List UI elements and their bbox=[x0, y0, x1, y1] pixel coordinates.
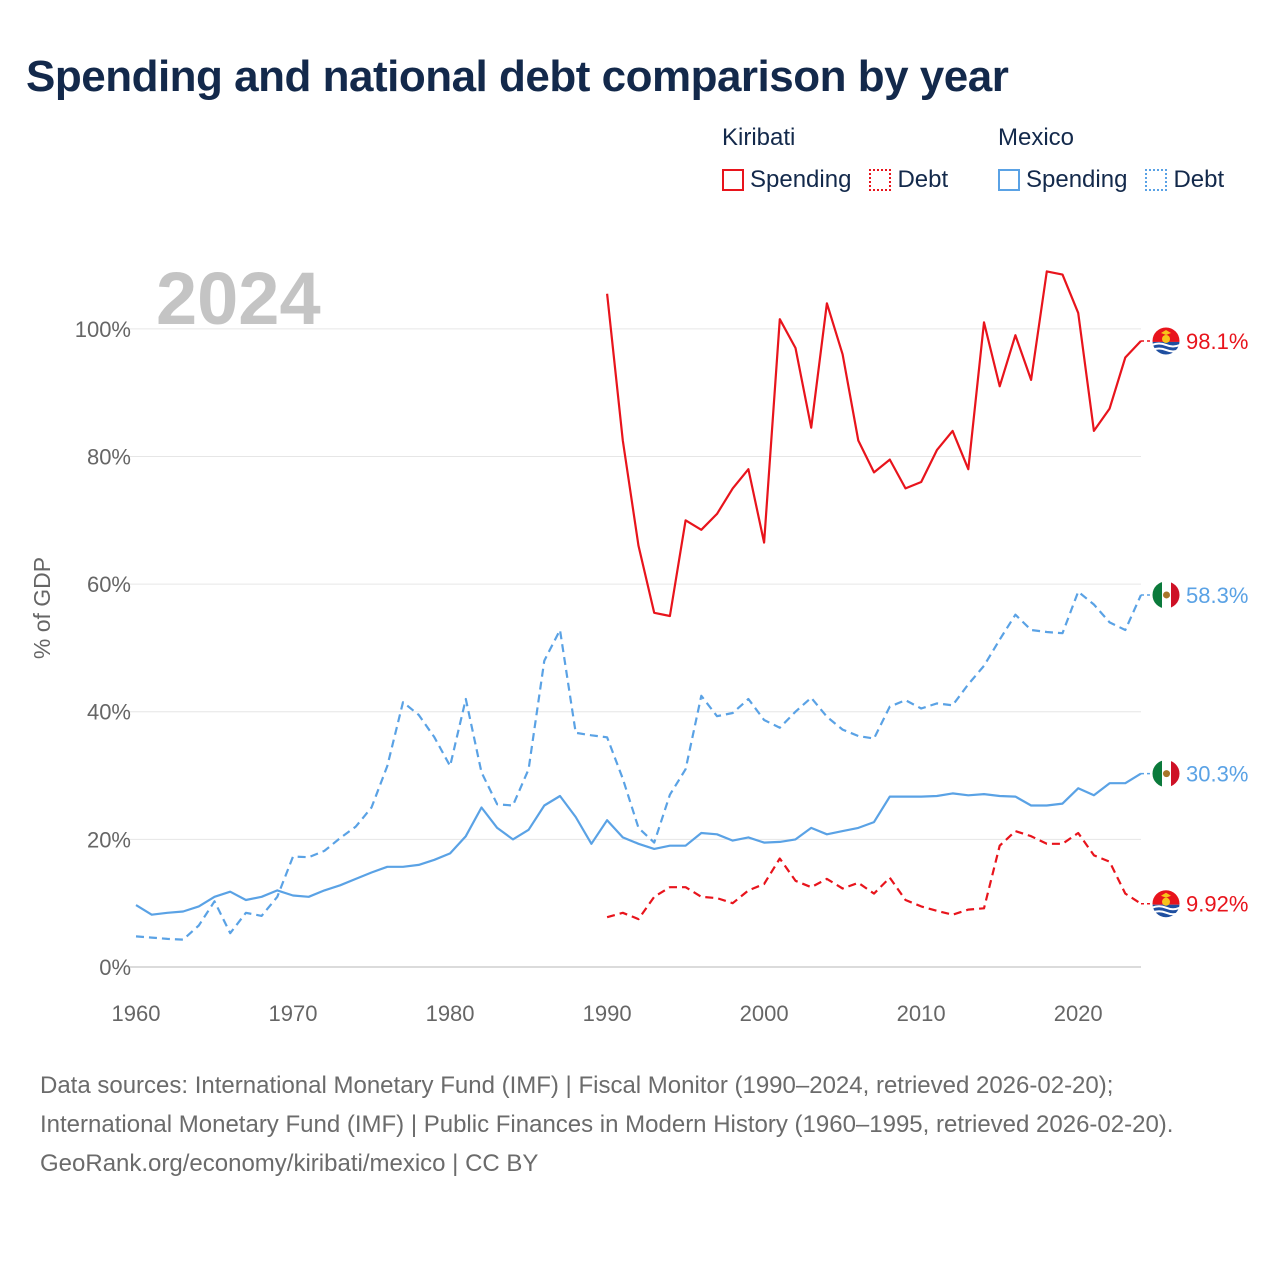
line-chart: 2024 0% 20% 40% 60% 80% 100% 1960 1970 1980 1990 2… bbox=[29, 257, 1248, 1026]
end-value-label: 9.92% bbox=[1186, 892, 1248, 917]
dotted-line-swatch-icon bbox=[1145, 169, 1168, 191]
y-tick-label: 0% bbox=[99, 955, 131, 980]
legend-item-label: Spending bbox=[1026, 166, 1128, 193]
series-line-mexico-spending[interactable] bbox=[135, 772, 1142, 916]
x-tick-label: 1990 bbox=[583, 1001, 632, 1026]
kiribati-flag-icon bbox=[1151, 889, 1181, 919]
chart-title: Spending and national debt comparison by… bbox=[26, 52, 1009, 101]
series-line-kiribati-debt[interactable] bbox=[606, 830, 1142, 921]
dotted-line-swatch-icon bbox=[869, 169, 892, 191]
year-watermark: 2024 bbox=[156, 257, 321, 340]
legend-item-kiribati-debt[interactable]: Debt bbox=[869, 166, 948, 194]
y-tick-label: 80% bbox=[87, 444, 131, 469]
legend-group-label: Mexico bbox=[998, 124, 1075, 151]
footer: Data sources: International Monetary Fun… bbox=[40, 1066, 1240, 1183]
mexico-flag-icon bbox=[1151, 580, 1181, 610]
data-sources-text: Data sources: International Monetary Fun… bbox=[40, 1072, 1174, 1138]
attribution-link[interactable]: GeoRank.org/economy/kiribati/mexico | CC… bbox=[40, 1150, 539, 1177]
x-tick-label: 2020 bbox=[1054, 1001, 1103, 1026]
legend-item-label: Debt bbox=[1173, 166, 1225, 193]
y-tick-label: 60% bbox=[87, 572, 131, 597]
solid-line-swatch-icon bbox=[998, 169, 1020, 191]
legend-item-kiribati-spending[interactable]: Spending bbox=[722, 166, 851, 194]
legend-item-label: Spending bbox=[750, 166, 852, 193]
x-tick-label: 2010 bbox=[897, 1001, 946, 1026]
y-axis-label: % of GDP bbox=[29, 557, 55, 659]
x-tick-label: 1960 bbox=[112, 1001, 161, 1026]
end-value-label: 98.1% bbox=[1186, 329, 1248, 354]
end-value-label: 58.3% bbox=[1186, 583, 1248, 608]
series-line-mexico-debt[interactable] bbox=[135, 590, 1143, 941]
solid-line-swatch-icon bbox=[722, 169, 744, 191]
y-tick-label: 40% bbox=[87, 700, 131, 725]
legend-item-mexico-debt[interactable]: Debt bbox=[1145, 166, 1224, 194]
legend-group-kiribati: Kiribati Spending Debt bbox=[722, 124, 966, 194]
y-tick-label: 100% bbox=[75, 317, 131, 342]
legend-item-mexico-spending[interactable]: Spending bbox=[998, 166, 1127, 194]
legend-group-label: Kiribati bbox=[722, 124, 796, 151]
end-value-label: 30.3% bbox=[1186, 762, 1248, 787]
series-line-kiribati-spending[interactable] bbox=[606, 270, 1142, 618]
mexico-flag-icon bbox=[1151, 759, 1181, 789]
x-tick-label: 2000 bbox=[740, 1001, 789, 1026]
legend-group-mexico: Mexico Spending Debt bbox=[998, 124, 1242, 194]
kiribati-flag-icon bbox=[1151, 326, 1181, 356]
legend-item-label: Debt bbox=[897, 166, 949, 193]
y-tick-label: 20% bbox=[87, 827, 131, 852]
x-tick-label: 1970 bbox=[269, 1001, 318, 1026]
x-tick-label: 1980 bbox=[426, 1001, 475, 1026]
